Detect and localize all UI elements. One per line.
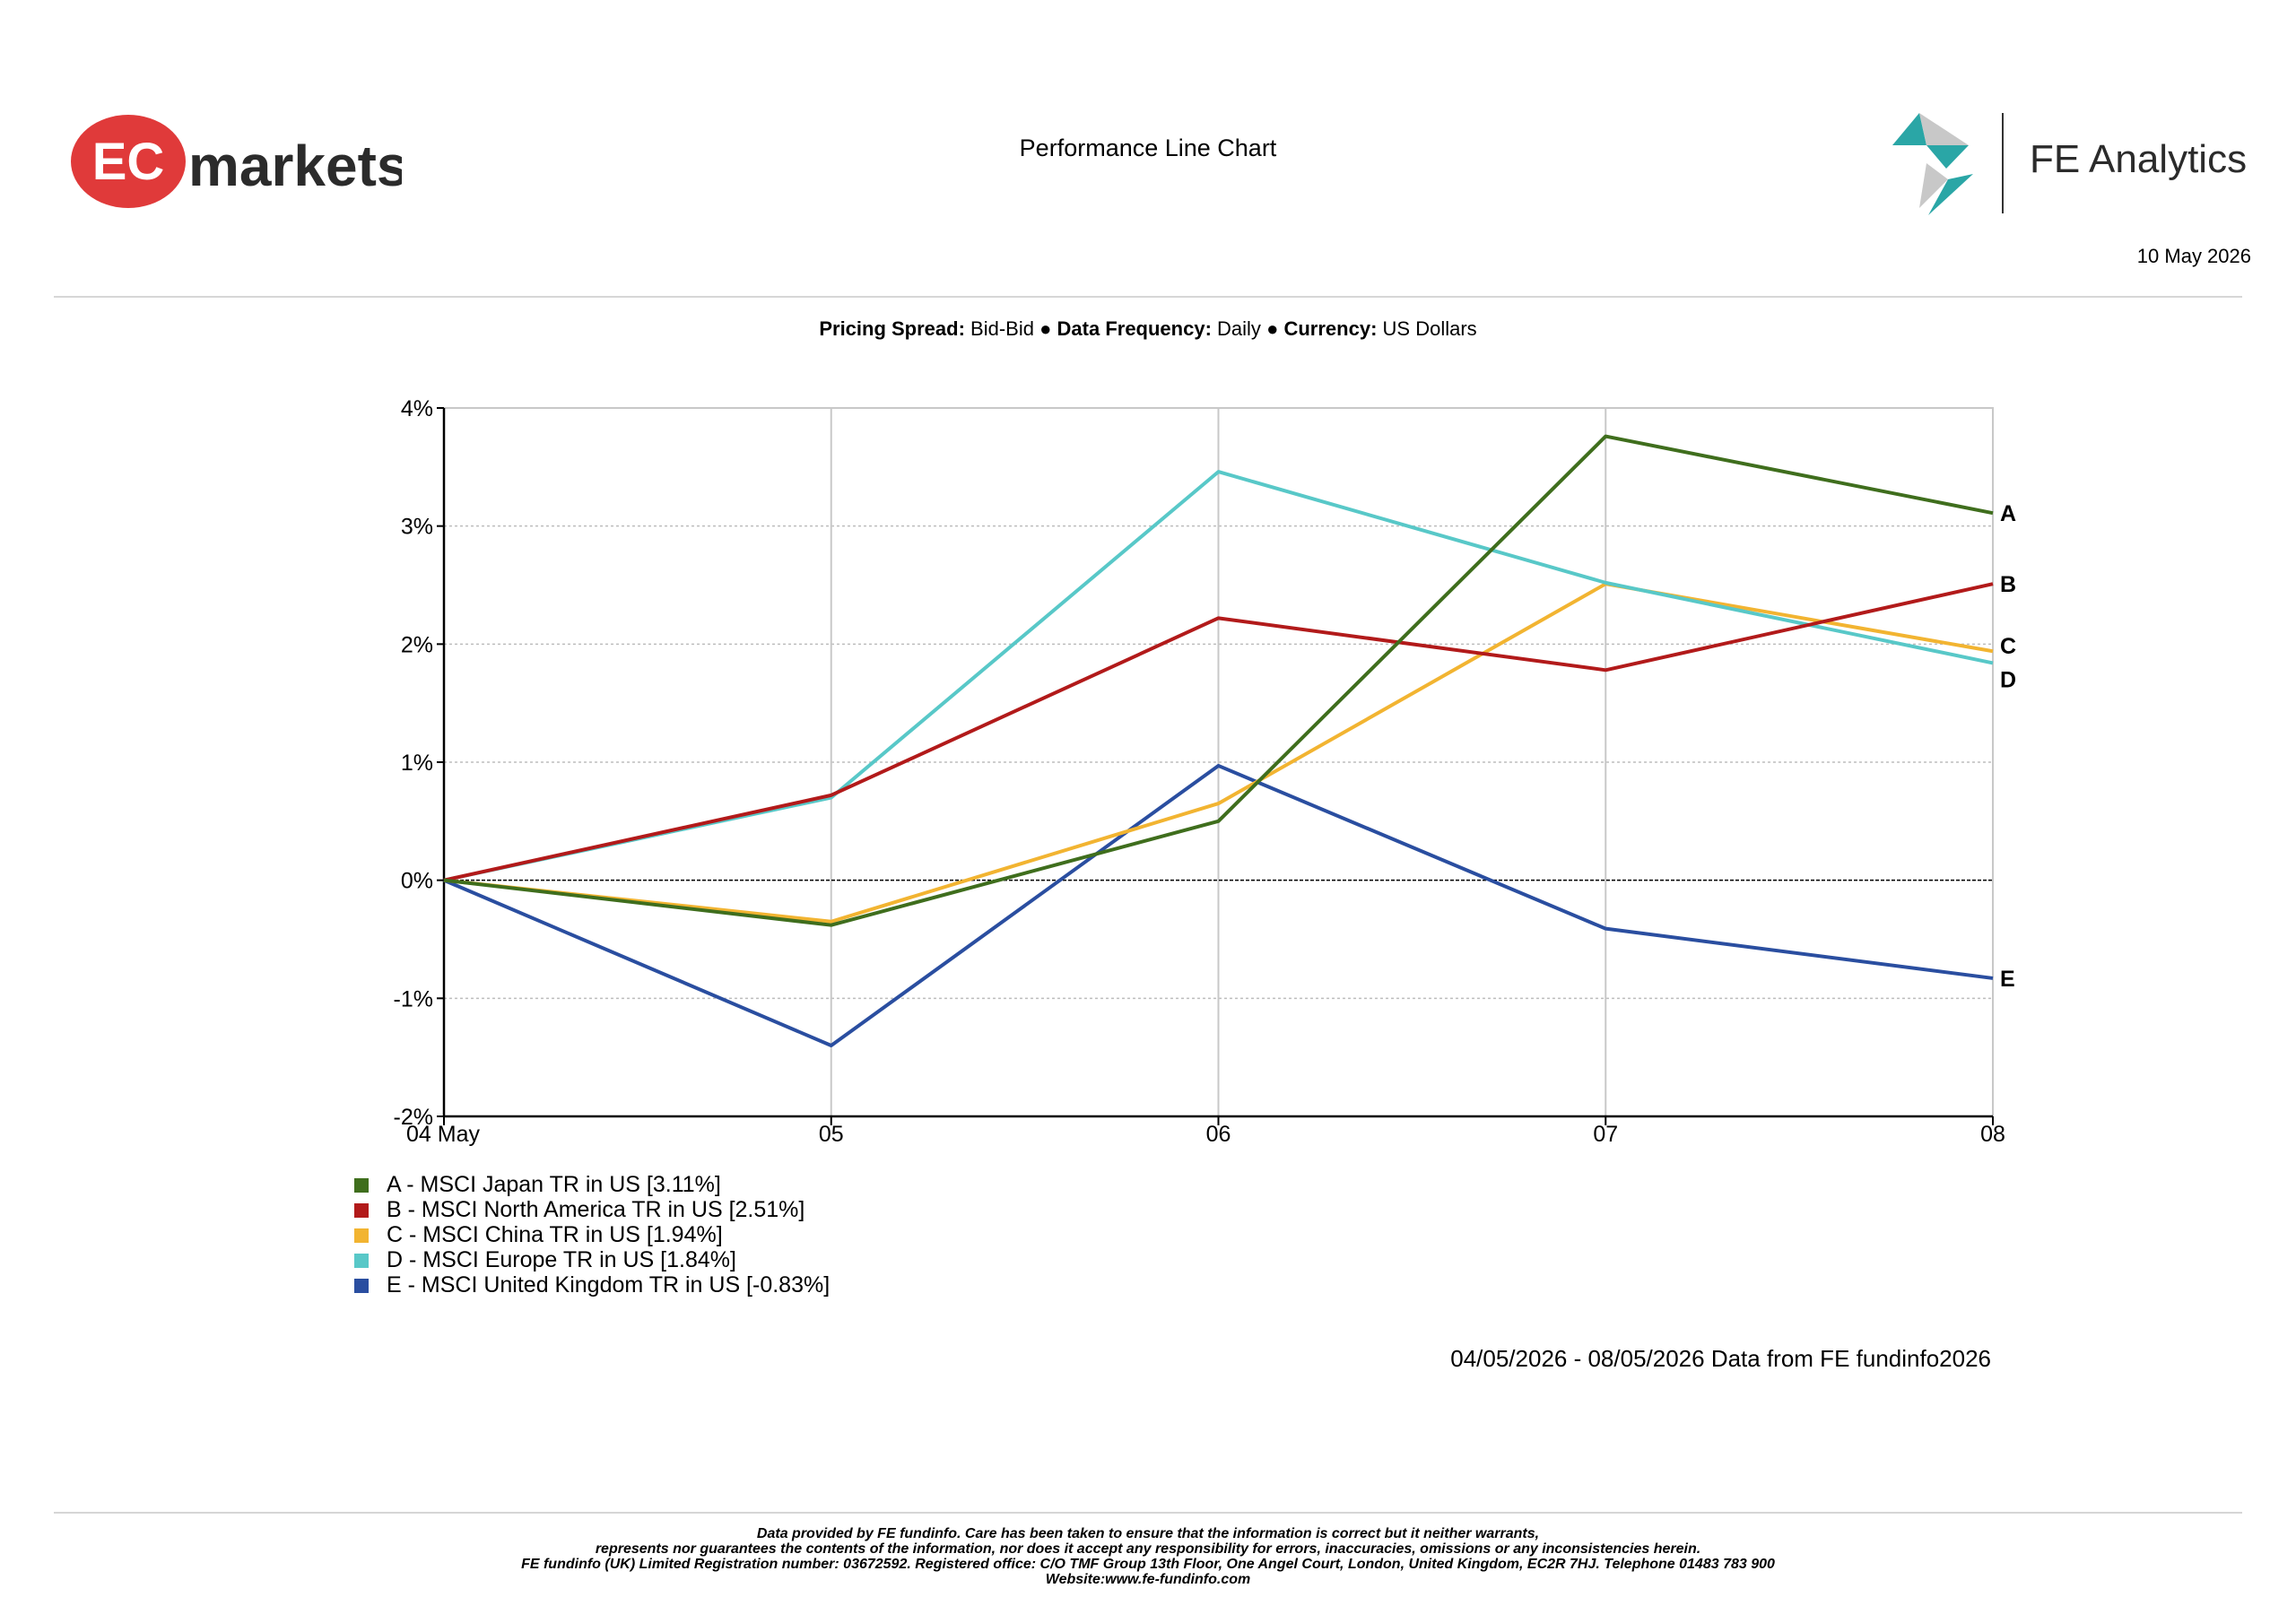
legend-item-b: B - MSCI North America TR in US [2.51%] <box>354 1197 805 1222</box>
x-tick-label: 04 May <box>406 1122 480 1147</box>
legend-swatch <box>354 1177 369 1193</box>
disclaimer-line: Data provided by FE fundinfo. Care has b… <box>756 1526 1540 1541</box>
series-end-label-a: A <box>2000 501 2016 526</box>
y-tick-label: 3% <box>401 515 433 540</box>
disclaimer-line: represents nor guarantees the contents o… <box>595 1541 1701 1557</box>
legend-item-a: A - MSCI Japan TR in US [3.11%] <box>354 1172 721 1197</box>
x-tick-label: 06 <box>1206 1122 1231 1147</box>
data-range-note: 04/05/2026 - 08/05/2026 Data from FE fun… <box>1450 1345 1991 1372</box>
x-tick-label: 05 <box>819 1122 844 1147</box>
legend-swatch <box>354 1228 369 1243</box>
y-tick-label: -1% <box>394 986 433 1011</box>
fe-analytics-text: FE Analytics <box>2030 137 2247 181</box>
y-tick-label: 0% <box>401 869 433 894</box>
x-tick-label: 08 <box>1980 1122 2005 1147</box>
legend-item-e: E - MSCI United Kingdom TR in US [-0.83%… <box>354 1272 831 1298</box>
pricing-label: Pricing Spread: <box>819 317 965 340</box>
page-title: Performance Line Chart <box>1019 135 1277 161</box>
separator: ● <box>1266 317 1279 340</box>
series-line-e <box>443 763 1994 1047</box>
legend-label: B - MSCI North America TR in US [2.51%] <box>387 1197 805 1222</box>
series-end-label-e: E <box>2000 967 2015 992</box>
logo-markets-text: markets <box>188 134 402 198</box>
legend-label: E - MSCI United Kingdom TR in US [-0.83%… <box>387 1272 831 1298</box>
fe-analytics-logo: FE Analytics <box>1892 113 2247 215</box>
legend-swatch <box>354 1253 369 1268</box>
performance-line-chart: -2% -1% 0% 1% 2% 3% 4% 04 May 05 06 07 08 A B CD E <box>394 396 2017 1147</box>
currency-label: Currency: <box>1283 317 1378 340</box>
report-date: 10 May 2026 <box>2136 245 2251 267</box>
legend-swatch <box>354 1202 369 1218</box>
series-end-label-c: C <box>2000 634 2016 659</box>
legend-label: C - MSCI China TR in US [1.94%] <box>387 1222 723 1247</box>
pricing-value: Bid-Bid <box>970 317 1034 340</box>
frequency-label: Data Frequency: <box>1057 317 1212 340</box>
y-tick-label: 2% <box>401 632 433 657</box>
disclaimer-line: FE fundinfo (UK) Limited Registration nu… <box>521 1557 1775 1572</box>
legend-label: A - MSCI Japan TR in US [3.11%] <box>387 1172 721 1197</box>
footer-divider <box>54 1512 2242 1514</box>
legend-swatch <box>354 1278 369 1293</box>
y-tick-label: 4% <box>401 396 433 421</box>
series-end-label-d: D <box>2000 667 2016 692</box>
disclaimer: Data provided by FE fundinfo. Care has b… <box>0 1526 2296 1587</box>
series-line-b <box>443 582 1994 882</box>
chart-settings: Pricing Spread: Bid-Bid ● Data Frequency… <box>0 317 2296 341</box>
series-line-c <box>443 582 1994 924</box>
currency-value: US Dollars <box>1382 317 1477 340</box>
series-line-a <box>443 434 1994 927</box>
x-tick-label: 07 <box>1593 1122 1618 1147</box>
series-end-label-b: B <box>2000 572 2016 597</box>
separator: ● <box>1039 317 1052 340</box>
legend-item-d: D - MSCI Europe TR in US [1.84%] <box>354 1247 736 1272</box>
legend-item-c: C - MSCI China TR in US [1.94%] <box>354 1222 723 1247</box>
y-tick-label: 1% <box>401 751 433 776</box>
ec-markets-logo: EC markets <box>71 115 402 208</box>
frequency-value: Daily <box>1217 317 1261 340</box>
legend-label: D - MSCI Europe TR in US [1.84%] <box>387 1247 736 1272</box>
disclaimer-line: Website:www.fe-fundinfo.com <box>1045 1572 1251 1587</box>
header-divider <box>54 296 2242 298</box>
logo-ec-text: EC <box>92 133 165 191</box>
y-tick-label: -2% <box>394 1105 433 1130</box>
